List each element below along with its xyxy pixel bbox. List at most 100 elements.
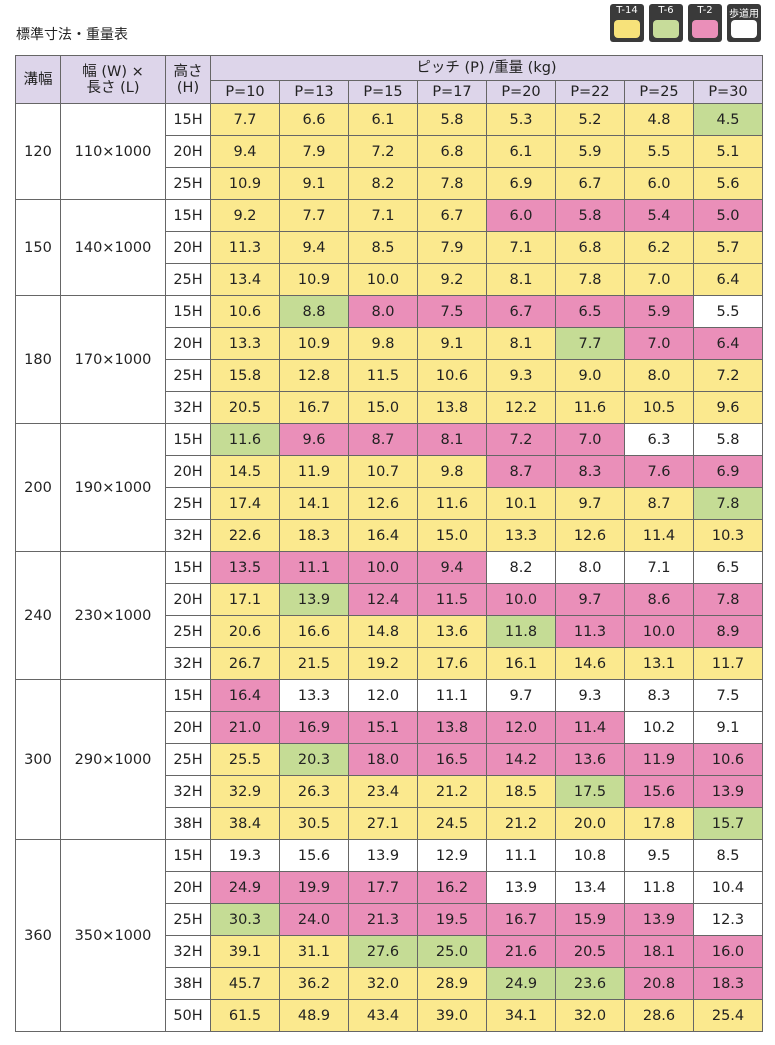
weight-cell: 9.2 (210, 199, 280, 232)
legend-swatch (692, 20, 718, 38)
weight-cell: 21.5 (279, 647, 349, 680)
legend-label: T-14 (616, 5, 638, 16)
weight-cell: 8.3 (555, 455, 625, 488)
size-cell: 230×1000 (60, 551, 166, 680)
legend-icon: 歩道用 (727, 4, 761, 42)
weight-table: 溝幅 幅 (W) × 長さ (L) 高さ (H) ピッチ (P) /重量 (kg) … (15, 55, 763, 1032)
weight-cell: 24.5 (417, 807, 487, 840)
weight-cell: 15.0 (348, 391, 418, 424)
weight-cell: 11.7 (693, 647, 763, 680)
weight-cell: 13.4 (555, 871, 625, 904)
weight-cell: 7.2 (486, 423, 556, 456)
weight-cell: 15.0 (417, 519, 487, 552)
weight-cell: 5.0 (693, 199, 763, 232)
weight-cell: 19.9 (279, 871, 349, 904)
weight-cell: 11.6 (555, 391, 625, 424)
height-cell: 32H (165, 935, 211, 968)
weight-cell: 15.7 (693, 807, 763, 840)
weight-cell: 16.2 (417, 871, 487, 904)
weight-cell: 8.7 (486, 455, 556, 488)
weight-cell: 12.3 (693, 903, 763, 936)
pitch-label: P=20 (486, 80, 556, 104)
weight-cell: 16.0 (693, 935, 763, 968)
weight-cell: 5.4 (624, 199, 694, 232)
weight-cell: 13.3 (279, 679, 349, 712)
weight-cell: 5.8 (417, 103, 487, 136)
weight-cell: 16.6 (279, 615, 349, 648)
weight-cell: 6.7 (486, 295, 556, 328)
weight-cell: 9.4 (417, 551, 487, 584)
height-cell: 15H (165, 103, 211, 136)
weight-cell: 32.0 (348, 967, 418, 1000)
groove-cell: 180 (15, 295, 61, 424)
height-cell: 38H (165, 967, 211, 1000)
weight-cell: 5.5 (693, 295, 763, 328)
weight-cell: 45.7 (210, 967, 280, 1000)
data-row: 150 140×1000 15H 9.2 7.7 7.1 6.7 6.0 5.8 5.4 5.0 (15, 199, 763, 296)
weight-cell: 8.5 (348, 231, 418, 264)
weight-cell: 16.5 (417, 743, 487, 776)
weight-cell: 24.9 (210, 871, 280, 904)
weight-cell: 9.7 (555, 487, 625, 520)
weight-cell: 7.0 (624, 327, 694, 360)
weight-cell: 6.1 (348, 103, 418, 136)
weight-cell: 7.1 (348, 199, 418, 232)
data-row: 25H 13.4 10.9 10.0 9.2 8.1 7.8 7.0 6.4 (16, 263, 763, 296)
legend-label: T-6 (658, 5, 674, 16)
weight-cell: 9.6 (693, 391, 763, 424)
weight-cell: 9.4 (210, 135, 280, 168)
weight-cell: 14.2 (486, 743, 556, 776)
height-cell: 15H (165, 423, 211, 456)
weight-cell: 5.2 (555, 103, 625, 136)
weight-cell: 15.9 (555, 903, 625, 936)
legend-label: T-2 (697, 5, 713, 16)
weight-cell: 23.6 (555, 967, 625, 1000)
weight-cell: 16.4 (348, 519, 418, 552)
header-row: 溝幅 幅 (W) × 長さ (L) 高さ (H) ピッチ (P) /重量 (kg) (15, 55, 763, 104)
weight-cell: 11.1 (486, 839, 556, 872)
data-row: 360 350×1000 15H 19.3 15.6 13.9 12.9 11.1 10.8 9.… (15, 839, 763, 1032)
weight-cell: 13.6 (555, 743, 625, 776)
weight-cell: 13.8 (417, 391, 487, 424)
weight-cell: 8.1 (486, 327, 556, 360)
height-cell: 32H (165, 391, 211, 424)
weight-cell: 10.9 (210, 167, 280, 200)
weight-cell: 15.6 (624, 775, 694, 808)
weight-cell: 8.7 (624, 487, 694, 520)
weight-cell: 6.1 (486, 135, 556, 168)
weight-cell: 28.9 (417, 967, 487, 1000)
data-row: 20H 14.5 11.9 10.7 9.8 8.7 8.3 7.6 6.9 (16, 455, 763, 488)
weight-cell: 28.6 (624, 999, 694, 1032)
weight-cell: 12.9 (417, 839, 487, 872)
height-cell: 20H (165, 231, 211, 264)
weight-cell: 32.0 (555, 999, 625, 1032)
weight-cell: 10.0 (348, 551, 418, 584)
weight-cell: 39.1 (210, 935, 280, 968)
weight-cell: 12.0 (486, 711, 556, 744)
weight-cell: 20.5 (555, 935, 625, 968)
weight-cell: 7.0 (624, 263, 694, 296)
weight-cell: 13.9 (624, 903, 694, 936)
groove-cell: 360 (15, 839, 61, 1032)
weight-cell: 23.4 (348, 775, 418, 808)
weight-cell: 16.4 (210, 679, 280, 712)
weight-cell: 10.0 (486, 583, 556, 616)
weight-cell: 11.4 (624, 519, 694, 552)
weight-cell: 20.6 (210, 615, 280, 648)
weight-cell: 17.5 (555, 775, 625, 808)
weight-cell: 6.5 (693, 551, 763, 584)
weight-cell: 13.4 (210, 263, 280, 296)
height-cell: 25H (165, 743, 211, 776)
weight-cell: 6.7 (417, 199, 487, 232)
weight-cell: 9.6 (279, 423, 349, 456)
height-header-line: 高さ (173, 63, 203, 80)
weight-cell: 7.6 (624, 455, 694, 488)
weight-cell: 14.1 (279, 487, 349, 520)
weight-cell: 10.0 (348, 263, 418, 296)
weight-cell: 12.4 (348, 583, 418, 616)
weight-cell: 7.9 (279, 135, 349, 168)
weight-cell: 21.0 (210, 711, 280, 744)
weight-cell: 21.2 (486, 807, 556, 840)
weight-cell: 14.5 (210, 455, 280, 488)
weight-cell: 18.5 (486, 775, 556, 808)
